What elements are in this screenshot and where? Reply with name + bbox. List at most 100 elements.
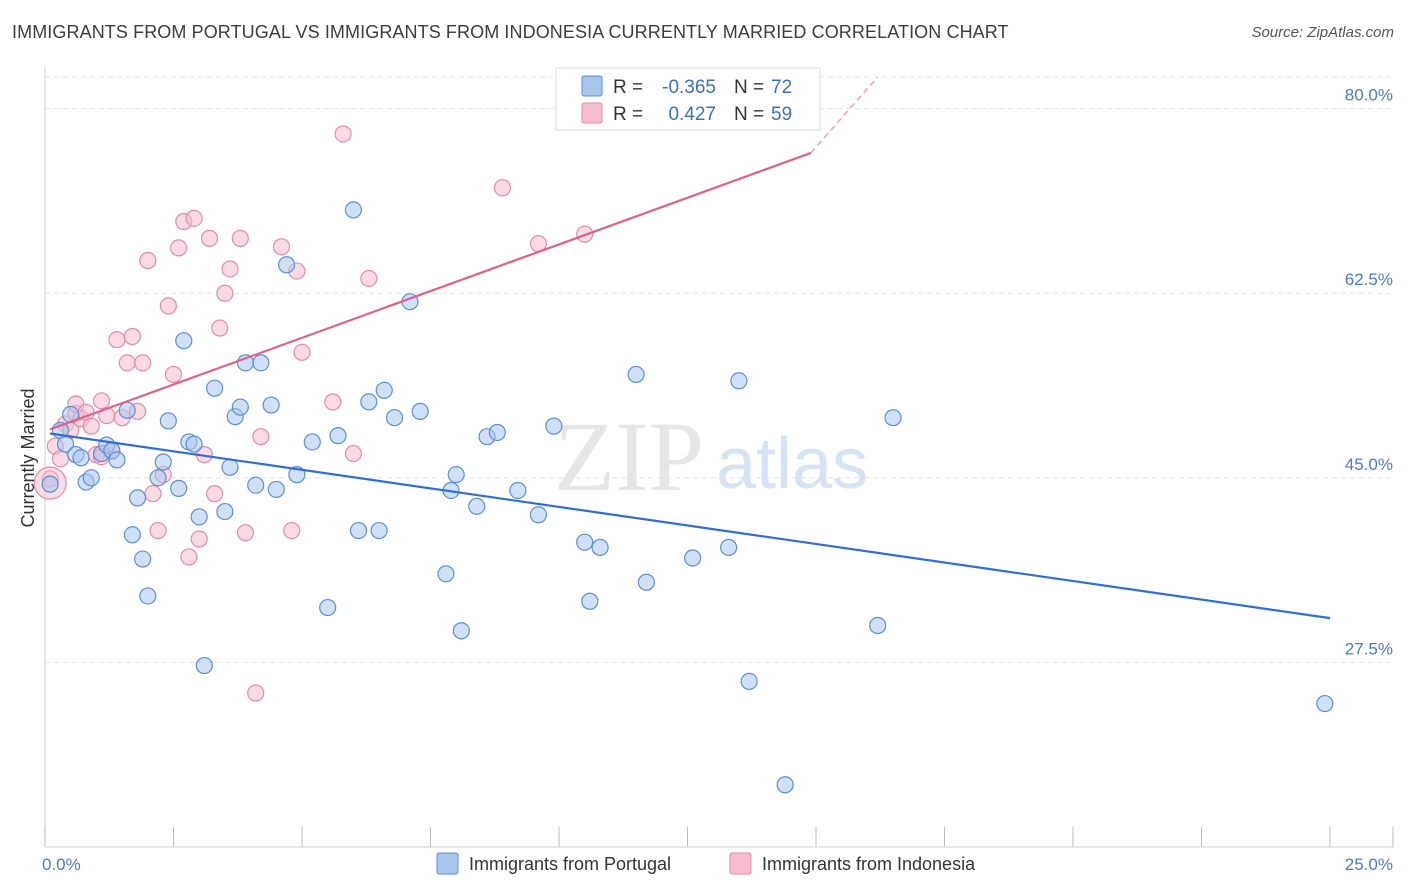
portugal-point	[385, 409, 404, 427]
indonesia-point	[92, 392, 111, 410]
indonesia-trend-extension	[810, 76, 879, 154]
legend-portugal-swatch	[436, 852, 459, 875]
indonesia-point	[252, 428, 270, 446]
portugal-point	[869, 616, 887, 635]
axes	[44, 67, 1394, 848]
portugal-point	[411, 402, 429, 420]
portugal-point	[149, 469, 167, 487]
portugal-point	[262, 396, 280, 414]
indonesia-point	[159, 297, 177, 315]
indonesia-point	[283, 521, 301, 540]
indonesia-swatch	[581, 102, 603, 124]
indonesia-point	[190, 530, 208, 548]
x-tick-label-max: 25.0%	[1345, 855, 1393, 874]
portugal-point	[740, 672, 758, 690]
stats-legend-box: R = -0.365 N = 72 R = 0.427 N = 59	[555, 67, 821, 131]
portugal-point	[884, 409, 902, 427]
portugal-point	[123, 526, 141, 544]
legend-indonesia-label: Immigrants from Indonesia	[762, 854, 976, 874]
portugal-point	[247, 476, 265, 494]
portugal-point	[175, 332, 193, 350]
portugal-point	[545, 417, 563, 435]
portugal-point	[303, 433, 321, 451]
portugal-trend-line	[49, 432, 1331, 620]
portugal-point	[154, 453, 172, 471]
portugal-n-label: N =	[734, 77, 764, 98]
legend-indonesia-swatch	[729, 852, 752, 875]
portugal-point	[319, 598, 337, 617]
portugal-point	[360, 393, 378, 411]
portugal-point	[108, 451, 126, 469]
indonesia-point	[324, 393, 342, 411]
indonesia-point	[51, 450, 70, 468]
portugal-point	[267, 480, 285, 499]
y-tick-label: 27.5%	[1345, 639, 1393, 658]
portugal-point	[720, 538, 738, 557]
indonesia-point	[272, 238, 291, 256]
portugal-point	[72, 449, 90, 467]
portugal-r-label: R =	[613, 77, 643, 98]
indonesia-point	[247, 684, 265, 702]
indonesia-point	[118, 354, 136, 372]
watermark-atlas: atlas	[716, 424, 868, 504]
indonesia-point	[123, 327, 141, 346]
indonesia-point	[200, 229, 219, 247]
legend-portugal-label: Immigrants from Portugal	[469, 854, 671, 874]
indonesia-point	[236, 524, 255, 542]
portugal-point	[509, 481, 527, 500]
portugal-point	[344, 201, 362, 219]
indonesia-point	[144, 485, 162, 503]
portugal-point	[1316, 694, 1334, 713]
chart-title: IMMIGRANTS FROM PORTUGAL VS IMMIGRANTS F…	[12, 22, 1009, 42]
indonesia-point	[180, 548, 198, 566]
indonesia-point	[164, 365, 183, 384]
indonesia-point	[211, 319, 229, 337]
portugal-point	[170, 479, 188, 497]
portugal-point	[134, 550, 152, 568]
portugal-point	[488, 423, 506, 442]
indonesia-point	[82, 417, 100, 435]
x-tick-label-min: 0.0%	[42, 855, 81, 874]
indonesia-n-value: 59	[771, 104, 792, 125]
portugal-point	[329, 427, 347, 445]
portugal-r-value: -0.365	[662, 77, 716, 98]
indonesia-points	[33, 125, 594, 702]
portugal-point	[159, 412, 177, 430]
indonesia-point	[493, 179, 512, 197]
bottom-legend: Immigrants from Portugal Immigrants from…	[436, 852, 976, 875]
portugal-point	[576, 533, 594, 551]
portugal-point	[437, 565, 455, 583]
y-tick-label: 45.0%	[1345, 455, 1393, 474]
portugal-point	[277, 256, 296, 274]
portugal-point	[231, 398, 249, 416]
portugal-point	[139, 587, 157, 605]
indonesia-r-value: 0.427	[668, 104, 716, 125]
portugal-point	[591, 538, 609, 557]
portugal-point	[730, 372, 748, 390]
portugal-point	[370, 521, 388, 540]
portugal-point	[195, 656, 213, 675]
chart-source: Source: ZipAtlas.com	[1251, 24, 1394, 41]
y-axis-title: Currently Married	[18, 388, 38, 527]
indonesia-point	[185, 209, 203, 227]
indonesia-point	[149, 521, 167, 540]
y-tick-label: 80.0%	[1345, 86, 1393, 105]
portugal-point	[82, 469, 100, 487]
indonesia-point	[231, 229, 249, 247]
portugal-point	[118, 401, 136, 419]
portugal-point	[190, 508, 208, 526]
portugal-point	[185, 435, 203, 453]
watermark-zip: ZIP	[554, 401, 704, 512]
indonesia-point	[170, 239, 188, 257]
portugal-point	[468, 497, 486, 515]
indonesia-point	[360, 269, 378, 288]
portugal-swatch	[581, 75, 603, 97]
portugal-point	[41, 475, 59, 493]
portugal-point	[349, 521, 368, 540]
trend-lines	[49, 76, 1331, 620]
y-tick-labels: 27.5% 45.0% 62.5% 80.0%	[1345, 86, 1393, 659]
indonesia-point	[293, 343, 311, 361]
portugal-point	[252, 354, 270, 372]
indonesia-r-label: R =	[613, 104, 643, 125]
